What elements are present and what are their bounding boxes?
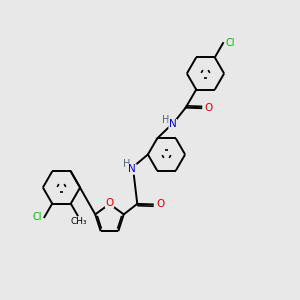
Text: O: O — [205, 103, 213, 113]
Text: H: H — [162, 115, 169, 124]
Text: Cl: Cl — [32, 212, 42, 222]
Text: Cl: Cl — [226, 38, 235, 48]
Text: N: N — [128, 164, 136, 174]
Text: H: H — [123, 159, 130, 169]
Text: N: N — [169, 119, 177, 129]
Text: O: O — [156, 200, 164, 209]
Text: O: O — [105, 197, 114, 208]
Text: CH₃: CH₃ — [71, 218, 87, 226]
